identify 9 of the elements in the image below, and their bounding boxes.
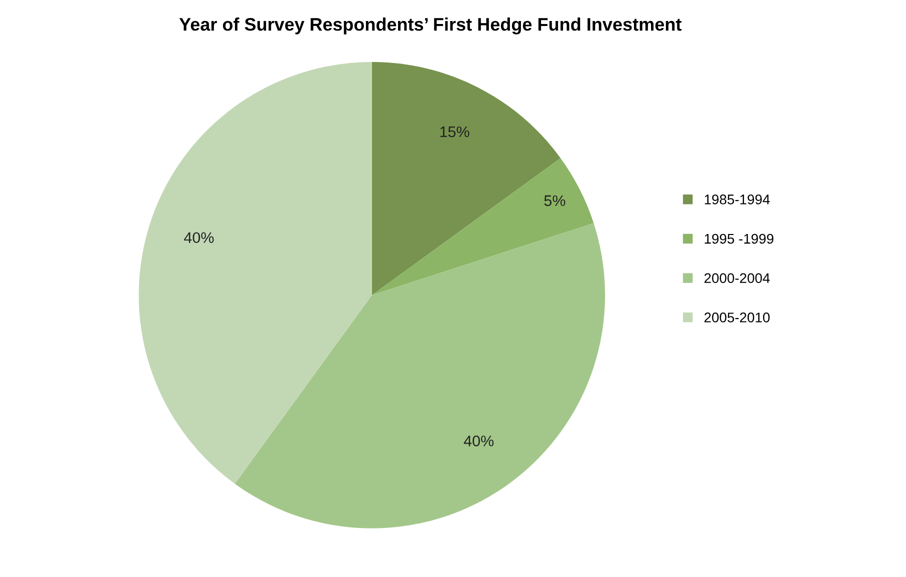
data-label: 5% [544, 195, 566, 206]
legend-label: 2005-2010 [704, 312, 770, 322]
chart-title: Year of Survey Respondents’ First Hedge Fund Investment [179, 18, 682, 34]
data-label: 40% [464, 436, 494, 446]
data-label: 15% [440, 126, 470, 138]
legend-label: 2000-2004 [704, 273, 770, 284]
legend-label: 1985-1994 [704, 194, 770, 204]
data-label: 40% [184, 232, 214, 244]
legend-label: 1995 -1999 [704, 234, 774, 244]
